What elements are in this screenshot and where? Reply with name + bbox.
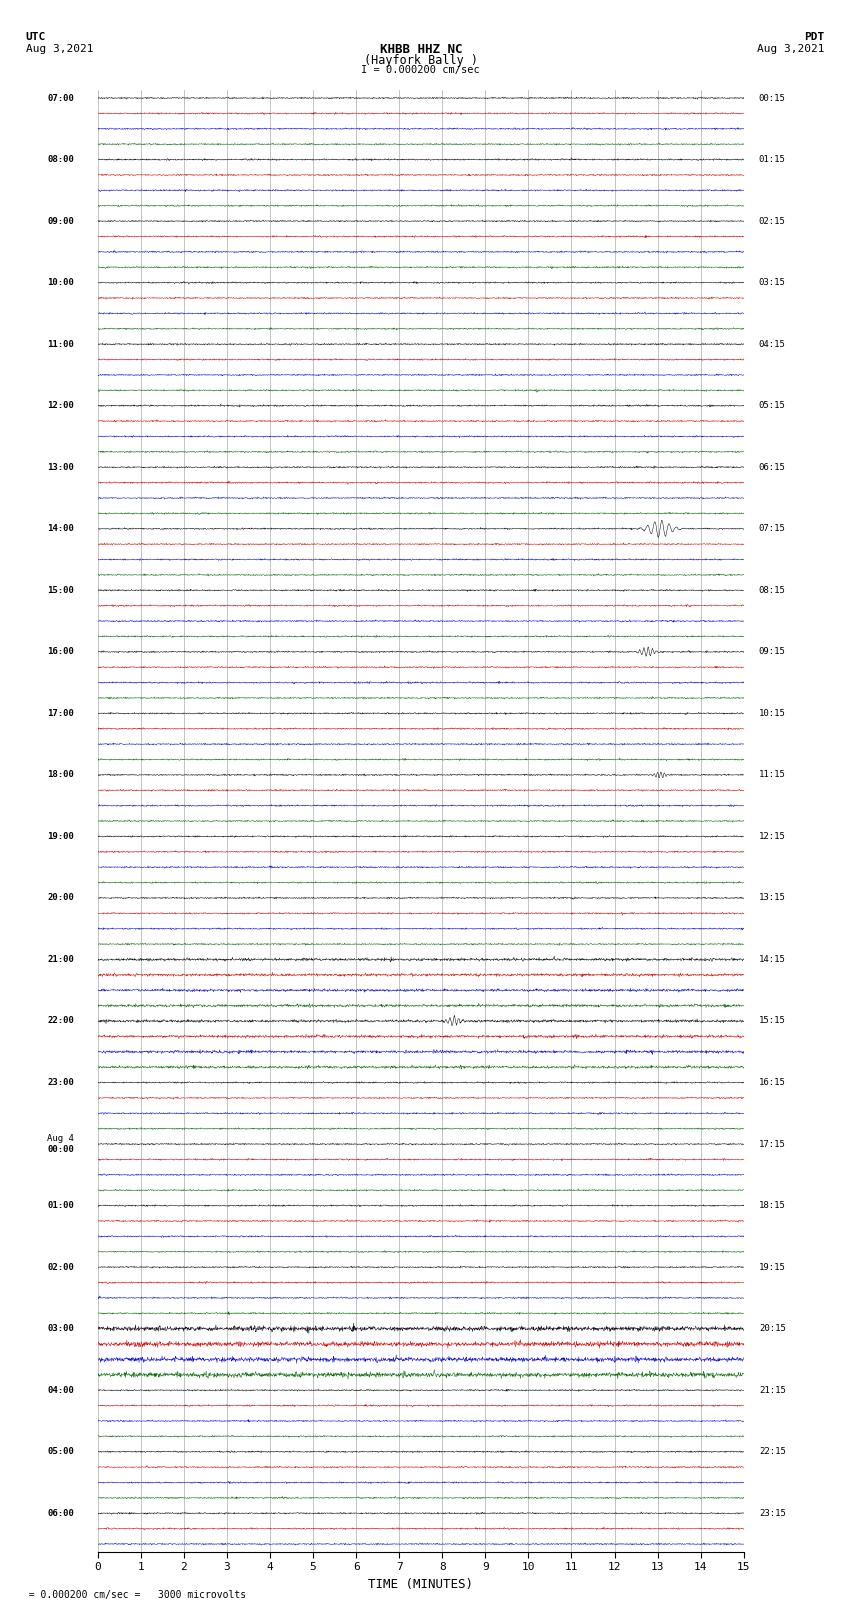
Text: 13:15: 13:15	[759, 894, 785, 902]
Text: 16:00: 16:00	[48, 647, 74, 656]
Text: 17:00: 17:00	[48, 708, 74, 718]
Text: 03:15: 03:15	[759, 277, 785, 287]
Text: 05:00: 05:00	[48, 1447, 74, 1457]
X-axis label: TIME (MINUTES): TIME (MINUTES)	[368, 1578, 473, 1590]
Text: 19:15: 19:15	[759, 1263, 785, 1271]
Text: 15:00: 15:00	[48, 586, 74, 595]
Text: UTC: UTC	[26, 32, 46, 42]
Text: 10:00: 10:00	[48, 277, 74, 287]
Text: 02:00: 02:00	[48, 1263, 74, 1271]
Text: 20:15: 20:15	[759, 1324, 785, 1334]
Text: 00:00: 00:00	[48, 1145, 74, 1153]
Text: 22:15: 22:15	[759, 1447, 785, 1457]
Text: 20:00: 20:00	[48, 894, 74, 902]
Text: 14:15: 14:15	[759, 955, 785, 965]
Text: (Hayfork Bally ): (Hayfork Bally )	[364, 53, 478, 68]
Text: 22:00: 22:00	[48, 1016, 74, 1026]
Text: 04:15: 04:15	[759, 340, 785, 348]
Text: PDT: PDT	[804, 32, 824, 42]
Text: 16:15: 16:15	[759, 1077, 785, 1087]
Text: 09:15: 09:15	[759, 647, 785, 656]
Text: 18:15: 18:15	[759, 1202, 785, 1210]
Text: 21:00: 21:00	[48, 955, 74, 965]
Text: 23:15: 23:15	[759, 1508, 785, 1518]
Text: 08:15: 08:15	[759, 586, 785, 595]
Text: KHBB HHZ NC: KHBB HHZ NC	[379, 44, 462, 56]
Text: 01:15: 01:15	[759, 155, 785, 165]
Text: 18:00: 18:00	[48, 771, 74, 779]
Text: 11:00: 11:00	[48, 340, 74, 348]
Text: 02:15: 02:15	[759, 216, 785, 226]
Text: 06:00: 06:00	[48, 1508, 74, 1518]
Text: 03:00: 03:00	[48, 1324, 74, 1334]
Text: 05:15: 05:15	[759, 402, 785, 410]
Text: 08:00: 08:00	[48, 155, 74, 165]
Text: Aug 4: Aug 4	[48, 1134, 74, 1144]
Text: 06:15: 06:15	[759, 463, 785, 471]
Text: 19:00: 19:00	[48, 832, 74, 840]
Text: 09:00: 09:00	[48, 216, 74, 226]
Text: 00:15: 00:15	[759, 94, 785, 103]
Text: 10:15: 10:15	[759, 708, 785, 718]
Text: 07:00: 07:00	[48, 94, 74, 103]
Text: 23:00: 23:00	[48, 1077, 74, 1087]
Text: 14:00: 14:00	[48, 524, 74, 534]
Text: 11:15: 11:15	[759, 771, 785, 779]
Text: 21:15: 21:15	[759, 1386, 785, 1395]
Text: I = 0.000200 cm/sec: I = 0.000200 cm/sec	[361, 65, 480, 76]
Text: 12:15: 12:15	[759, 832, 785, 840]
Text: 15:15: 15:15	[759, 1016, 785, 1026]
Text: 17:15: 17:15	[759, 1139, 785, 1148]
Text: = 0.000200 cm/sec =   3000 microvolts: = 0.000200 cm/sec = 3000 microvolts	[17, 1590, 246, 1600]
Text: 01:00: 01:00	[48, 1202, 74, 1210]
Text: Aug 3,2021: Aug 3,2021	[757, 44, 824, 53]
Text: 12:00: 12:00	[48, 402, 74, 410]
Text: 13:00: 13:00	[48, 463, 74, 471]
Text: Aug 3,2021: Aug 3,2021	[26, 44, 93, 53]
Text: 07:15: 07:15	[759, 524, 785, 534]
Text: 04:00: 04:00	[48, 1386, 74, 1395]
